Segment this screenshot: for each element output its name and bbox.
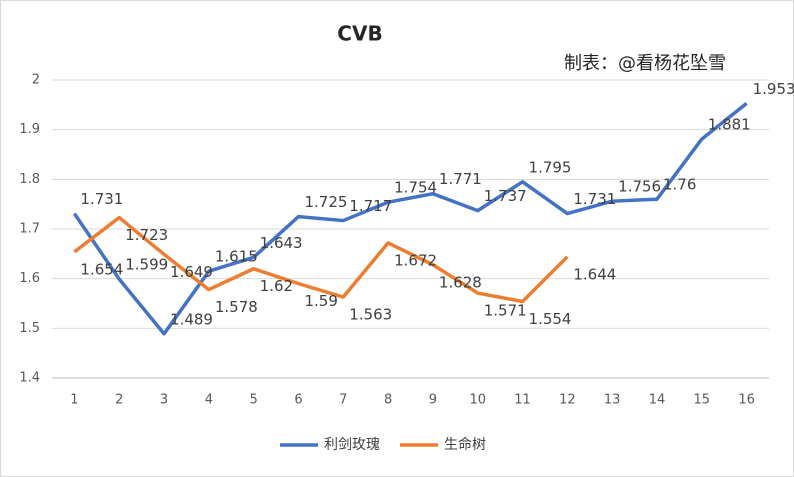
- data-label: 1.59: [304, 292, 337, 310]
- y-tick-label: 1.5: [19, 321, 40, 336]
- data-label: 1.953: [753, 80, 794, 98]
- annotation: 制表：@看杨花坠雪: [564, 53, 726, 74]
- series-line: [72, 101, 748, 336]
- data-label: 1.723: [125, 226, 168, 244]
- data-label: 1.754: [394, 179, 437, 197]
- x-tick-label: 11: [514, 393, 531, 408]
- data-label: 1.644: [573, 265, 616, 283]
- x-tick-label: 10: [469, 393, 486, 408]
- data-label: 1.731: [573, 190, 616, 208]
- y-tick-label: 1.4: [19, 371, 40, 386]
- x-tick-label: 2: [115, 393, 123, 408]
- legend-label: 生命树: [444, 436, 486, 453]
- data-label: 1.771: [439, 170, 482, 188]
- x-tick-label: 12: [559, 393, 576, 408]
- data-label: 1.881: [708, 116, 751, 134]
- x-tick-label: 6: [294, 393, 302, 408]
- y-tick-label: 2: [32, 73, 40, 88]
- x-tick-label: 8: [384, 393, 392, 408]
- data-label: 1.489: [170, 310, 213, 328]
- data-label: 1.62: [260, 277, 293, 295]
- legend-label: 利剑玫瑰: [324, 437, 380, 453]
- data-label: 1.795: [529, 158, 572, 176]
- x-tick-label: 9: [429, 393, 437, 408]
- data-label: 1.554: [529, 310, 572, 328]
- data-label: 1.649: [170, 263, 213, 281]
- chart-title: CVB: [337, 22, 382, 46]
- data-label: 1.563: [349, 306, 392, 324]
- x-tick-label: 3: [160, 393, 168, 408]
- data-label: 1.76: [663, 176, 696, 194]
- data-label: 1.725: [304, 193, 347, 211]
- x-tick-label: 7: [339, 393, 347, 408]
- x-tick-label: 13: [604, 393, 621, 408]
- data-label: 1.628: [439, 273, 482, 291]
- data-label: 1.599: [125, 256, 168, 274]
- x-tick-label: 15: [694, 393, 711, 408]
- y-tick-label: 1.6: [19, 271, 40, 286]
- data-label: 1.717: [349, 197, 392, 215]
- x-tick-label: 5: [250, 393, 258, 408]
- series-line: [73, 215, 569, 304]
- y-tick-label: 1.8: [19, 172, 40, 187]
- data-label: 1.672: [394, 251, 437, 269]
- data-label: 1.643: [260, 234, 303, 252]
- x-tick-label: 4: [205, 393, 213, 408]
- data-label: 1.578: [215, 298, 258, 316]
- y-tick-label: 1.7: [19, 222, 40, 237]
- data-label: 1.731: [80, 190, 123, 208]
- x-tick-label: 14: [649, 393, 666, 408]
- x-tick-label: 16: [738, 393, 755, 408]
- x-tick-label: 1: [70, 393, 78, 408]
- data-label: 1.615: [215, 248, 258, 266]
- y-tick-label: 1.9: [19, 122, 40, 137]
- data-label: 1.756: [618, 178, 661, 196]
- data-label: 1.737: [484, 187, 527, 205]
- data-label: 1.654: [80, 260, 123, 278]
- data-label: 1.571: [484, 302, 527, 320]
